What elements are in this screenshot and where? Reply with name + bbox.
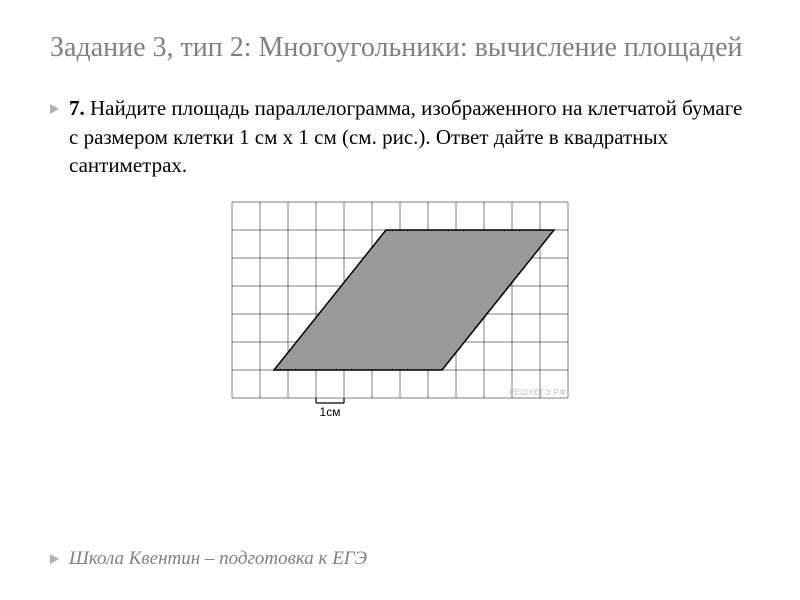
problem-body: Найдите площадь параллелограмма, изображ…: [69, 96, 742, 177]
grid-diagram: 1см РЕШУЕГЭ.РФ: [227, 197, 573, 427]
svg-text:1см: 1см: [320, 405, 341, 419]
bullet-icon: [50, 554, 59, 564]
problem-text: 7. Найдите площадь параллелограмма, изоб…: [69, 94, 750, 179]
problem-block: 7. Найдите площадь параллелограмма, изоб…: [50, 94, 750, 179]
footer: Школа Квентин – подготовка к ЕГЭ: [50, 548, 367, 570]
footer-text: Школа Квентин – подготовка к ЕГЭ: [69, 548, 367, 570]
page-title: Задание 3, тип 2: Многоугольники: вычисл…: [50, 30, 750, 66]
problem-number: 7.: [69, 96, 85, 120]
diagram-container: 1см РЕШУЕГЭ.РФ: [50, 197, 750, 427]
bullet-icon: [50, 104, 59, 114]
svg-text:РЕШУЕГЭ.РФ: РЕШУЕГЭ.РФ: [509, 388, 566, 397]
